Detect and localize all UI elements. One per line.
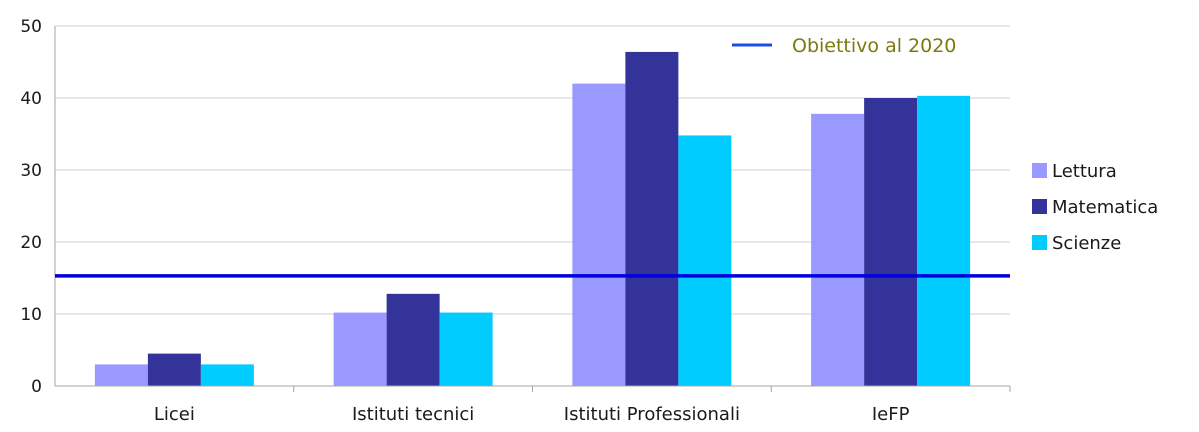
legend-label-scienze: Scienze bbox=[1052, 233, 1121, 254]
y-tick-labels: 0 10 20 30 40 50 bbox=[20, 17, 42, 397]
legend-swatch-matematica bbox=[1032, 199, 1047, 214]
bar-matematica-0 bbox=[147, 353, 201, 386]
x-tick-label: Istituti tecnici bbox=[352, 404, 474, 425]
x-tick-label: Istituti Professionali bbox=[564, 404, 740, 425]
bar-scienze-0 bbox=[200, 364, 254, 386]
x-tick-label: IeFP bbox=[872, 404, 910, 425]
bar-matematica-2 bbox=[625, 51, 679, 387]
target-line-label: Obiettivo al 2020 bbox=[792, 35, 956, 57]
bar-scienze-2 bbox=[678, 135, 732, 386]
bar-lettura-1 bbox=[333, 312, 387, 386]
target-line-group: Obiettivo al 2020 bbox=[55, 35, 1010, 278]
y-tick-label: 30 bbox=[20, 161, 42, 181]
bar-scienze-3 bbox=[917, 95, 971, 386]
y-tick-label: 20 bbox=[20, 233, 42, 253]
axes bbox=[54, 26, 1011, 392]
legend-label-lettura: Lettura bbox=[1052, 161, 1117, 182]
y-tick-label: 50 bbox=[20, 17, 42, 37]
bar-matematica-3 bbox=[864, 98, 918, 386]
x-tick-labels: Licei Istituti tecnici Istituti Profession… bbox=[154, 404, 910, 425]
bars bbox=[94, 51, 971, 387]
y-tick-label: 10 bbox=[20, 305, 42, 325]
x-tick-label: Licei bbox=[154, 404, 195, 425]
legend-swatch-scienze bbox=[1032, 235, 1047, 250]
y-tick-label: 0 bbox=[31, 377, 42, 397]
legend-swatch-lettura bbox=[1032, 163, 1047, 178]
bar-lettura-0 bbox=[94, 364, 148, 386]
bar-lettura-3 bbox=[811, 113, 865, 386]
legend-label-matematica: Matematica bbox=[1052, 197, 1158, 218]
bar-lettura-2 bbox=[572, 83, 626, 386]
y-tick-label: 40 bbox=[20, 89, 42, 109]
bar-matematica-1 bbox=[386, 293, 440, 386]
legend: Lettura Matematica Scienze bbox=[1032, 161, 1158, 254]
bar-scienze-1 bbox=[439, 312, 493, 386]
